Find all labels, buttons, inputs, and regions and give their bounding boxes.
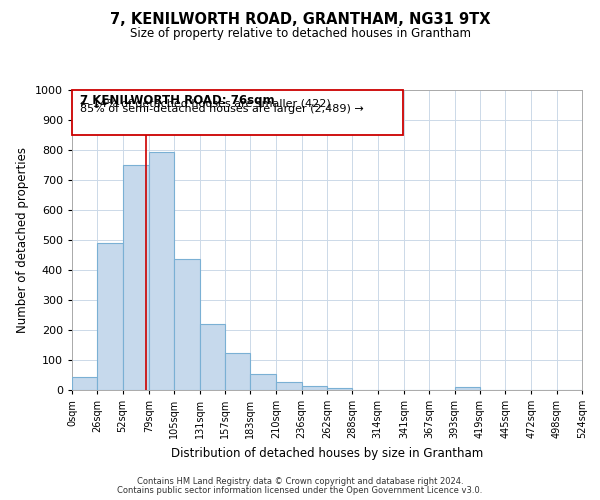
Text: 85% of semi-detached houses are larger (2,489) →: 85% of semi-detached houses are larger (…: [80, 104, 364, 114]
Text: 7 KENILWORTH ROAD: 76sqm: 7 KENILWORTH ROAD: 76sqm: [80, 94, 274, 106]
Bar: [149, 152, 174, 390]
Y-axis label: Number of detached properties: Number of detached properties: [16, 147, 29, 333]
Bar: [97, 243, 122, 390]
X-axis label: Distribution of detached houses by size in Grantham: Distribution of detached houses by size …: [171, 446, 483, 460]
Bar: [174, 258, 200, 390]
Bar: [250, 374, 277, 390]
Bar: [72, 376, 97, 390]
Text: Contains public sector information licensed under the Open Government Licence v3: Contains public sector information licen…: [118, 486, 482, 495]
Bar: [199, 324, 225, 390]
Text: Size of property relative to detached houses in Grantham: Size of property relative to detached ho…: [130, 28, 470, 40]
Bar: [72, 90, 403, 135]
Bar: [302, 386, 327, 390]
Text: 7, KENILWORTH ROAD, GRANTHAM, NG31 9TX: 7, KENILWORTH ROAD, GRANTHAM, NG31 9TX: [110, 12, 490, 28]
Bar: [277, 382, 302, 390]
Bar: [122, 165, 149, 390]
Text: ← 14% of detached houses are smaller (422): ← 14% of detached houses are smaller (42…: [80, 99, 331, 109]
Text: Contains HM Land Registry data © Crown copyright and database right 2024.: Contains HM Land Registry data © Crown c…: [137, 477, 463, 486]
Bar: [225, 352, 250, 390]
Bar: [327, 388, 352, 390]
Bar: [455, 387, 480, 390]
